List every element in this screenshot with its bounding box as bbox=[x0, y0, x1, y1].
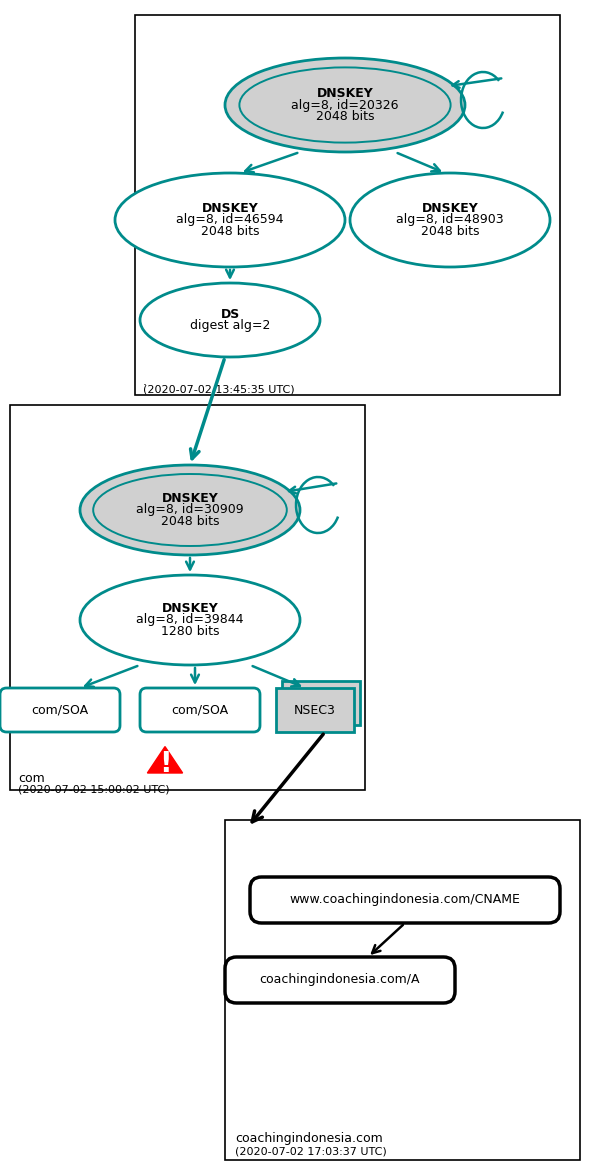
Bar bbox=[10, 405, 365, 790]
Text: DNSKEY: DNSKEY bbox=[421, 202, 478, 215]
Text: !: ! bbox=[159, 750, 171, 779]
Text: 2048 bits: 2048 bits bbox=[201, 225, 259, 238]
Text: 2048 bits: 2048 bits bbox=[161, 515, 219, 528]
Text: alg=8, id=48903: alg=8, id=48903 bbox=[396, 214, 504, 227]
Text: DNSKEY: DNSKEY bbox=[202, 202, 258, 215]
Ellipse shape bbox=[80, 575, 300, 664]
Ellipse shape bbox=[350, 173, 550, 267]
Text: com: com bbox=[18, 771, 45, 786]
Ellipse shape bbox=[225, 58, 465, 152]
Ellipse shape bbox=[115, 173, 345, 267]
FancyBboxPatch shape bbox=[0, 688, 120, 731]
Text: 2048 bits: 2048 bits bbox=[421, 225, 479, 238]
Bar bbox=[282, 681, 360, 724]
Text: com/SOA: com/SOA bbox=[31, 703, 89, 716]
Text: DNSKEY: DNSKEY bbox=[317, 87, 374, 100]
FancyBboxPatch shape bbox=[250, 877, 560, 923]
Text: NSEC3: NSEC3 bbox=[294, 703, 336, 716]
Text: coachingindonesia.com/A: coachingindonesia.com/A bbox=[260, 974, 420, 987]
Text: digest alg=2: digest alg=2 bbox=[190, 319, 270, 332]
Text: alg=8, id=20326: alg=8, id=20326 bbox=[291, 99, 399, 112]
Text: alg=8, id=30909: alg=8, id=30909 bbox=[136, 503, 244, 516]
Bar bbox=[225, 820, 580, 1160]
Text: (2020-07-02 13:45:35 UTC): (2020-07-02 13:45:35 UTC) bbox=[143, 385, 295, 395]
Text: DNSKEY: DNSKEY bbox=[161, 602, 219, 615]
Text: alg=8, id=46594: alg=8, id=46594 bbox=[176, 214, 284, 227]
FancyBboxPatch shape bbox=[225, 957, 455, 1003]
Bar bbox=[135, 15, 560, 395]
Polygon shape bbox=[147, 747, 183, 773]
Text: .: . bbox=[143, 375, 147, 388]
Text: (2020-07-02 15:00:02 UTC): (2020-07-02 15:00:02 UTC) bbox=[18, 786, 170, 795]
Bar bbox=[276, 688, 354, 731]
FancyBboxPatch shape bbox=[140, 688, 260, 731]
Text: com/SOA: com/SOA bbox=[171, 703, 229, 716]
Text: 2048 bits: 2048 bits bbox=[316, 109, 374, 122]
Ellipse shape bbox=[140, 283, 320, 358]
Text: DS: DS bbox=[220, 308, 239, 321]
Text: www.coachingindonesia.com/CNAME: www.coachingindonesia.com/CNAME bbox=[290, 894, 521, 907]
Text: coachingindonesia.com: coachingindonesia.com bbox=[235, 1132, 383, 1145]
Text: DNSKEY: DNSKEY bbox=[161, 493, 219, 506]
Text: alg=8, id=39844: alg=8, id=39844 bbox=[137, 614, 243, 627]
Ellipse shape bbox=[80, 465, 300, 555]
Text: (2020-07-02 17:03:37 UTC): (2020-07-02 17:03:37 UTC) bbox=[235, 1147, 387, 1157]
Text: 1280 bits: 1280 bits bbox=[161, 624, 219, 637]
